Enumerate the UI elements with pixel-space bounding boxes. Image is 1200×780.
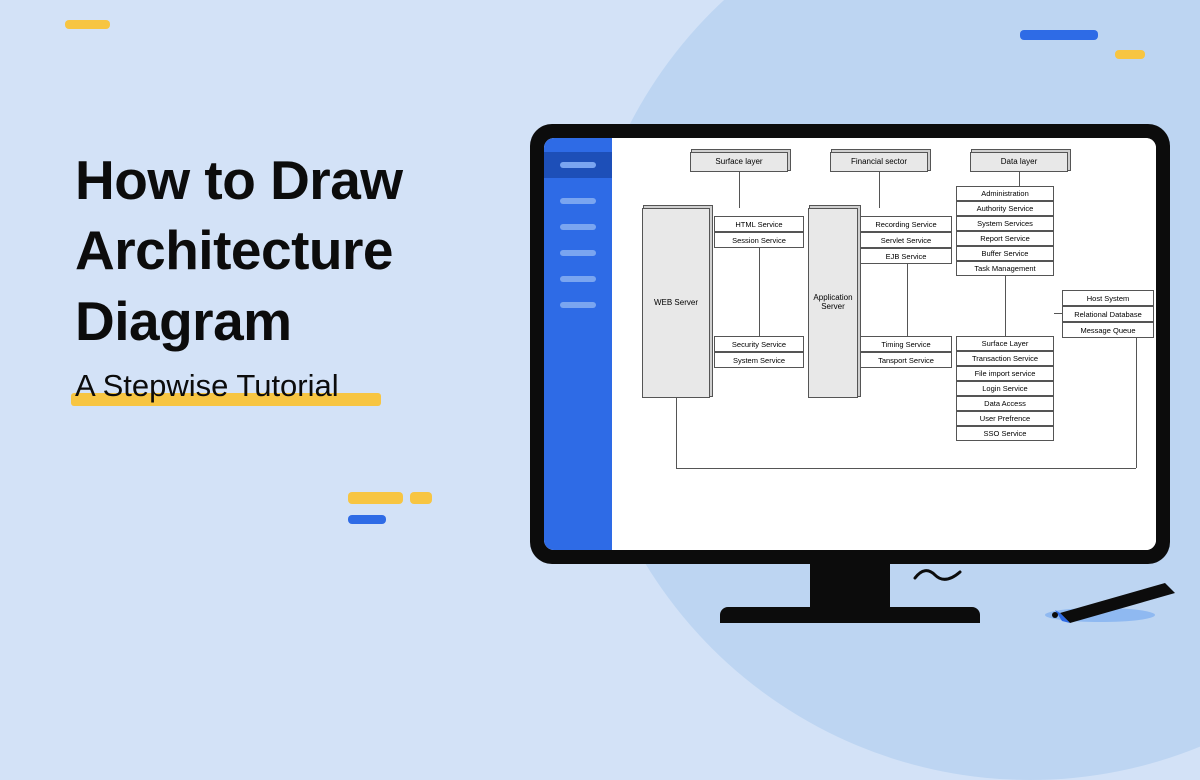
col3-top-5: Task Management [956, 261, 1054, 276]
col3-bot-5: User Prefrence [956, 411, 1054, 426]
accent-stripe-0 [65, 20, 110, 29]
title-line-3: Diagram [75, 290, 292, 352]
pen-icon [1040, 555, 1180, 625]
sidebar-item-0[interactable] [560, 162, 596, 168]
col3-top-4: Buffer Service [956, 246, 1054, 261]
col3-bot-6: SSO Service [956, 426, 1054, 441]
title-line-1: How to Draw [75, 149, 403, 211]
col4-0: Host System [1062, 290, 1154, 306]
accent-stripe-2 [1115, 50, 1145, 59]
heading-block: How to Draw Architecture Diagram A Stepw… [75, 145, 403, 404]
col3-top-3: Report Service [956, 231, 1054, 246]
title-line-2: Architecture [75, 219, 393, 281]
sidebar-item-2[interactable] [560, 224, 596, 230]
sidebar-item-1[interactable] [560, 198, 596, 204]
monitor-base [720, 607, 980, 623]
accent-stripe-1 [1020, 30, 1098, 40]
connector-2 [1019, 172, 1020, 186]
connector-9 [1136, 338, 1137, 468]
col3-bot-0: Surface Layer [956, 336, 1054, 351]
col3-top-1: Authority Service [956, 201, 1054, 216]
connector-7 [759, 248, 760, 336]
connector-6 [907, 264, 908, 336]
col3-bot-4: Data Access [956, 396, 1054, 411]
col2-top-0: Recording Service [860, 216, 952, 232]
sidebar-item-3[interactable] [560, 250, 596, 256]
connector-3 [676, 398, 677, 468]
page-title: How to Draw Architecture Diagram [75, 145, 403, 356]
col3-top-0: Administration [956, 186, 1054, 201]
col4-1: Relational Database [1062, 306, 1154, 322]
col4-2: Message Queue [1062, 322, 1154, 338]
col1-bot-1: System Service [714, 352, 804, 368]
subtitle-wrap: A Stepwise Tutorial [75, 368, 339, 404]
diagram-canvas[interactable]: Surface layer Financial sector Data layer W… [612, 138, 1156, 550]
col3-bot-2: File import service [956, 366, 1054, 381]
connector-4 [676, 468, 1136, 469]
connector-8 [1054, 313, 1062, 314]
sidebar-item-5[interactable] [560, 302, 596, 308]
monitor-stand [810, 562, 890, 607]
monitor: Surface layer Financial sector Data layer W… [530, 124, 1170, 625]
col1-top-1: Session Service [714, 232, 804, 248]
col2-top-2: EJB Service [860, 248, 952, 264]
top-box-0: Surface layer [690, 152, 788, 172]
app-server-box: ApplicationServer [808, 208, 858, 398]
col2-bot-0: Timing Service [860, 336, 952, 352]
connector-5 [1005, 276, 1006, 336]
app-sidebar [544, 138, 612, 550]
screen-content: Surface layer Financial sector Data layer W… [544, 138, 1156, 550]
col3-top-2: System Services [956, 216, 1054, 231]
connector-0 [739, 172, 740, 208]
accent-stripe-4 [410, 492, 432, 504]
sidebar-item-4[interactable] [560, 276, 596, 282]
col2-top-1: Servlet Service [860, 232, 952, 248]
accent-stripe-3 [348, 492, 403, 504]
connector-1 [879, 172, 880, 208]
top-box-1: Financial sector [830, 152, 928, 172]
top-box-2: Data layer [970, 152, 1068, 172]
accent-stripe-5 [348, 515, 386, 524]
subtitle: A Stepwise Tutorial [75, 368, 339, 404]
col1-bot-0: Security Service [714, 336, 804, 352]
col3-bot-3: Login Service [956, 381, 1054, 396]
col3-bot-1: Transaction Service [956, 351, 1054, 366]
monitor-screen: Surface layer Financial sector Data layer W… [530, 124, 1170, 564]
col1-top-0: HTML Service [714, 216, 804, 232]
web-server-box: WEB Server [642, 208, 710, 398]
col2-bot-1: Tansport Service [860, 352, 952, 368]
